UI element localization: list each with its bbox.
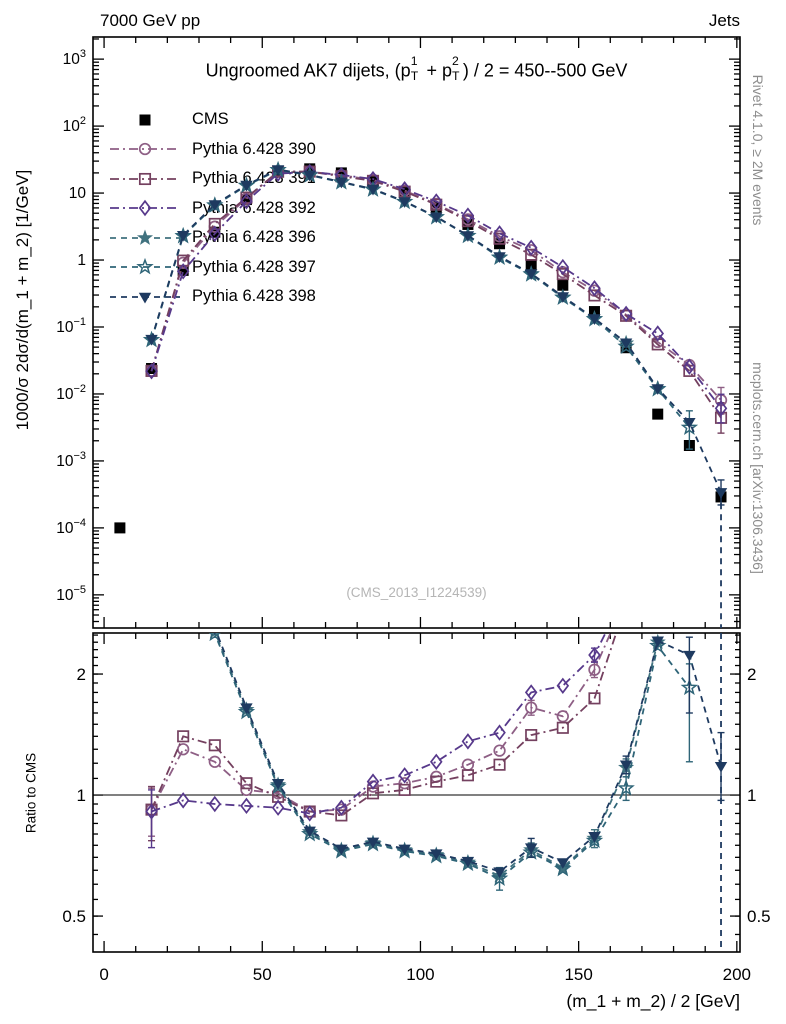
svg-text:1: 1 — [77, 786, 86, 805]
axis-tick-labels: 0 50 100 150 200(m_1 + m_2) / 2 [GeV]1031021… — [56, 48, 770, 1012]
svg-text:10−3: 10−3 — [56, 450, 86, 470]
svg-text:10: 10 — [69, 185, 87, 202]
axis-ticks — [93, 37, 740, 952]
series-pythia-6-428-391 — [145, 633, 618, 842]
series-pythia-6-428-398 — [213, 633, 728, 879]
svg-text:1: 1 — [747, 786, 756, 805]
legend-item-pythia-396: Pythia 6.428 396 — [108, 223, 316, 253]
legend: CMS Pythia 6.428 390 Pythia 6.428 391 Py… — [108, 105, 316, 312]
svg-text:200: 200 — [723, 965, 751, 984]
series-pythia-6-428-390 — [145, 633, 612, 837]
legend-label: Pythia 6.428 396 — [192, 228, 316, 247]
svg-text:0.5: 0.5 — [62, 907, 86, 926]
svg-text:0.5: 0.5 — [747, 907, 771, 926]
legend-label: Pythia 6.428 398 — [192, 287, 316, 306]
legend-label: Pythia 6.428 390 — [192, 139, 316, 158]
svg-text:1: 1 — [77, 252, 86, 269]
svg-text:2: 2 — [77, 665, 86, 684]
square-open-marker-icon — [108, 169, 182, 189]
svg-text:50: 50 — [253, 965, 272, 984]
svg-text:10−5: 10−5 — [56, 584, 86, 604]
series-pythia-6-428-396 — [209, 633, 666, 883]
legend-label: Pythia 6.428 392 — [192, 198, 316, 217]
legend-item-pythia-397: Pythia 6.428 397 — [108, 253, 316, 283]
series-pythia-6-428-390 — [145, 165, 728, 415]
svg-text:0: 0 — [99, 965, 108, 984]
analysis-group-label: Jets — [708, 11, 740, 30]
svg-text:102: 102 — [63, 115, 86, 135]
legend-item-cms: CMS — [108, 105, 316, 135]
svg-text:150: 150 — [564, 965, 592, 984]
legend-item-pythia-398: Pythia 6.428 398 — [108, 282, 316, 312]
beam-label: 7000 GeV pp — [100, 11, 201, 30]
analysis-id-watermark: (CMS_2013_I1224539) — [346, 585, 487, 600]
x-axis-title: (m_1 + m_2) / 2 [GeV] — [566, 991, 740, 1012]
svg-text:10−1: 10−1 — [56, 316, 86, 336]
legend-item-pythia-392: Pythia 6.428 392 — [108, 194, 316, 224]
svg-text:10−4: 10−4 — [56, 517, 86, 537]
svg-text:100: 100 — [406, 965, 434, 984]
svg-text:103: 103 — [63, 48, 86, 68]
diamond-open-marker-icon — [108, 198, 182, 218]
legend-label: Pythia 6.428 397 — [192, 257, 316, 276]
plot-title: Ungroomed AK7 dijets, (p 1 T + p 2 T) / 2 = … — [205, 53, 628, 83]
triangle-down-marker-icon — [108, 287, 182, 307]
circle-open-marker-icon — [108, 139, 182, 159]
series-pythia-6-428-392 — [145, 633, 607, 849]
series-pythia-6-428-392 — [145, 163, 728, 424]
legend-item-pythia-390: Pythia 6.428 390 — [108, 135, 316, 165]
panel-frame — [92, 632, 741, 953]
svg-text:10−2: 10−2 — [56, 383, 86, 403]
legend-label: CMS — [192, 110, 229, 129]
panel-frame — [92, 36, 741, 629]
svg-text:2: 2 — [747, 665, 756, 684]
series-cms — [114, 163, 727, 534]
star-open-marker-icon — [108, 257, 182, 277]
star-filled-marker-icon — [108, 228, 182, 248]
cms-marker-icon — [108, 110, 182, 130]
